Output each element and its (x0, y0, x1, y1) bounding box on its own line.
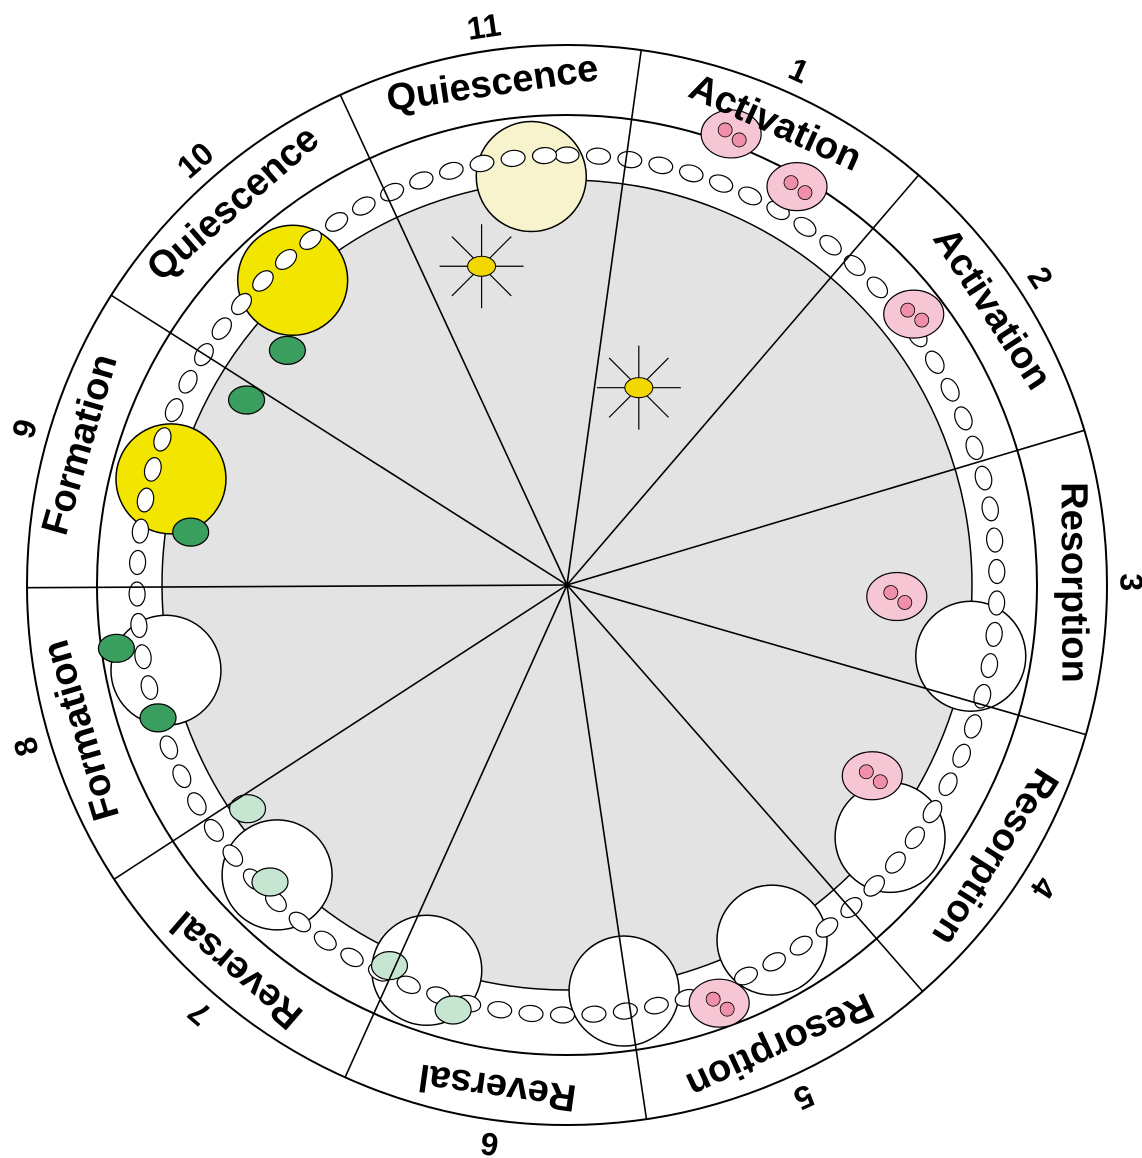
osteoblast (252, 868, 288, 896)
osteoblast (269, 336, 305, 364)
phase-number: 7 (181, 994, 218, 1033)
nucleus (873, 775, 887, 789)
pit (835, 782, 945, 892)
phase-number: 3 (1113, 573, 1142, 591)
pit (569, 936, 679, 1046)
lining-cell (988, 559, 1005, 583)
nucleus (859, 765, 873, 779)
phase-number: 4 (1023, 871, 1063, 906)
page: Activation1Activation2Resorption3Resorpt… (0, 0, 1142, 1158)
osteocyte (468, 256, 496, 276)
nucleus (798, 186, 812, 200)
phase-number: 5 (788, 1077, 819, 1117)
lining-cell (988, 591, 1005, 616)
lining-cell (555, 147, 579, 163)
nucleus (898, 596, 912, 610)
nucleus (901, 303, 915, 317)
nucleus (732, 133, 746, 147)
nucleus (784, 176, 798, 190)
phase-number: 8 (6, 733, 46, 760)
osteoblast (372, 952, 408, 980)
nucleus (884, 586, 898, 600)
lining-cell (550, 1007, 574, 1023)
phase-label: Resorption (1052, 482, 1095, 683)
nucleus (915, 313, 929, 327)
nucleus (720, 1002, 734, 1016)
phase-number: 11 (465, 6, 504, 47)
osteoblast (173, 518, 209, 546)
pit (476, 122, 586, 232)
phase-number: 9 (5, 415, 45, 442)
nucleus (706, 992, 720, 1006)
remodeling-diagram: Activation1Activation2Resorption3Resorpt… (0, 0, 1142, 1158)
osteoblast (230, 795, 266, 823)
osteocyte (625, 378, 653, 398)
phase-number: 6 (478, 1125, 501, 1158)
osteoblast (435, 996, 471, 1024)
phase-number: 1 (783, 50, 814, 90)
pit (916, 601, 1026, 711)
phase-number: 2 (1020, 260, 1060, 295)
lining-cell (129, 582, 145, 606)
osteoblast (98, 634, 134, 662)
osteoblast (140, 704, 176, 732)
